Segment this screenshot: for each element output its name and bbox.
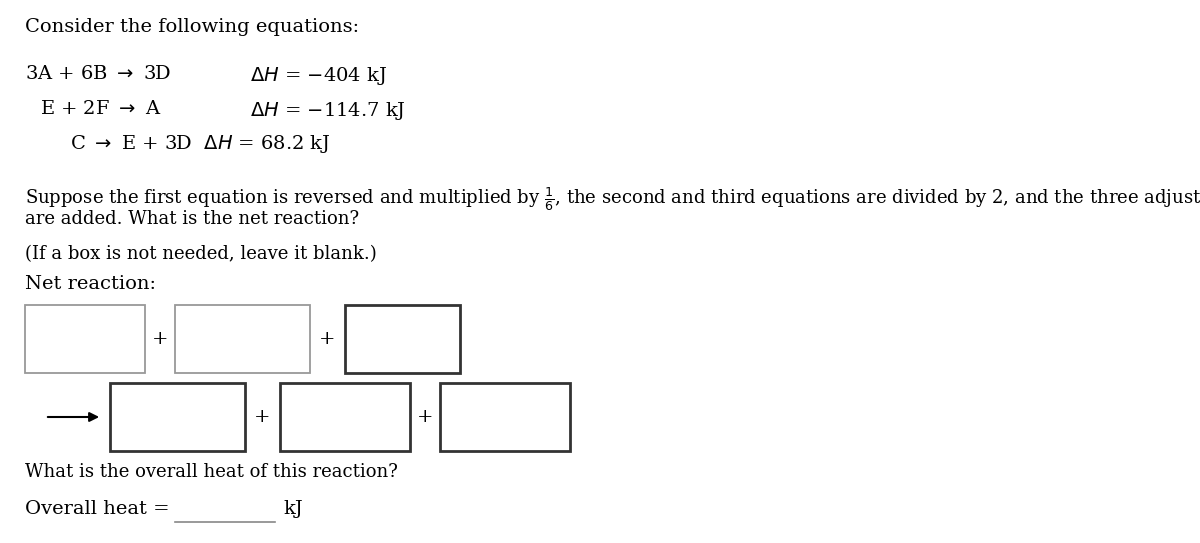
Text: +: +	[416, 408, 433, 426]
Bar	[175, 305, 310, 373]
Text: kJ: kJ	[283, 500, 302, 518]
Text: Overall heat =: Overall heat =	[25, 500, 169, 518]
Bar	[110, 383, 245, 451]
Text: C $\rightarrow$ E + 3D  $\Delta H$ = 68.2 kJ: C $\rightarrow$ E + 3D $\Delta H$ = 68.2…	[70, 133, 330, 155]
Text: (If a box is not needed, leave it blank.): (If a box is not needed, leave it blank.…	[25, 245, 377, 263]
Bar	[280, 383, 410, 451]
Text: Net reaction:: Net reaction:	[25, 275, 156, 293]
Bar	[346, 305, 460, 373]
Text: $\Delta H$ = $-$404 kJ: $\Delta H$ = $-$404 kJ	[250, 65, 388, 87]
Bar	[25, 305, 145, 373]
Bar	[440, 383, 570, 451]
Text: Suppose the first equation is reversed and multiplied by $\frac{1}{6}$, the seco: Suppose the first equation is reversed a…	[25, 185, 1200, 213]
Text: $\Delta H$ = $-$114.7 kJ: $\Delta H$ = $-$114.7 kJ	[250, 100, 406, 122]
Text: +: +	[319, 330, 336, 348]
Text: Consider the following equations:: Consider the following equations:	[25, 18, 359, 36]
Text: E + 2F $\rightarrow$ A: E + 2F $\rightarrow$ A	[40, 100, 162, 118]
Text: are added. What is the net reaction?: are added. What is the net reaction?	[25, 210, 359, 228]
Text: 3A + 6B $\rightarrow$ 3D: 3A + 6B $\rightarrow$ 3D	[25, 65, 172, 83]
Text: +: +	[151, 330, 168, 348]
Text: +: +	[254, 408, 271, 426]
Text: What is the overall heat of this reaction?: What is the overall heat of this reactio…	[25, 463, 398, 481]
